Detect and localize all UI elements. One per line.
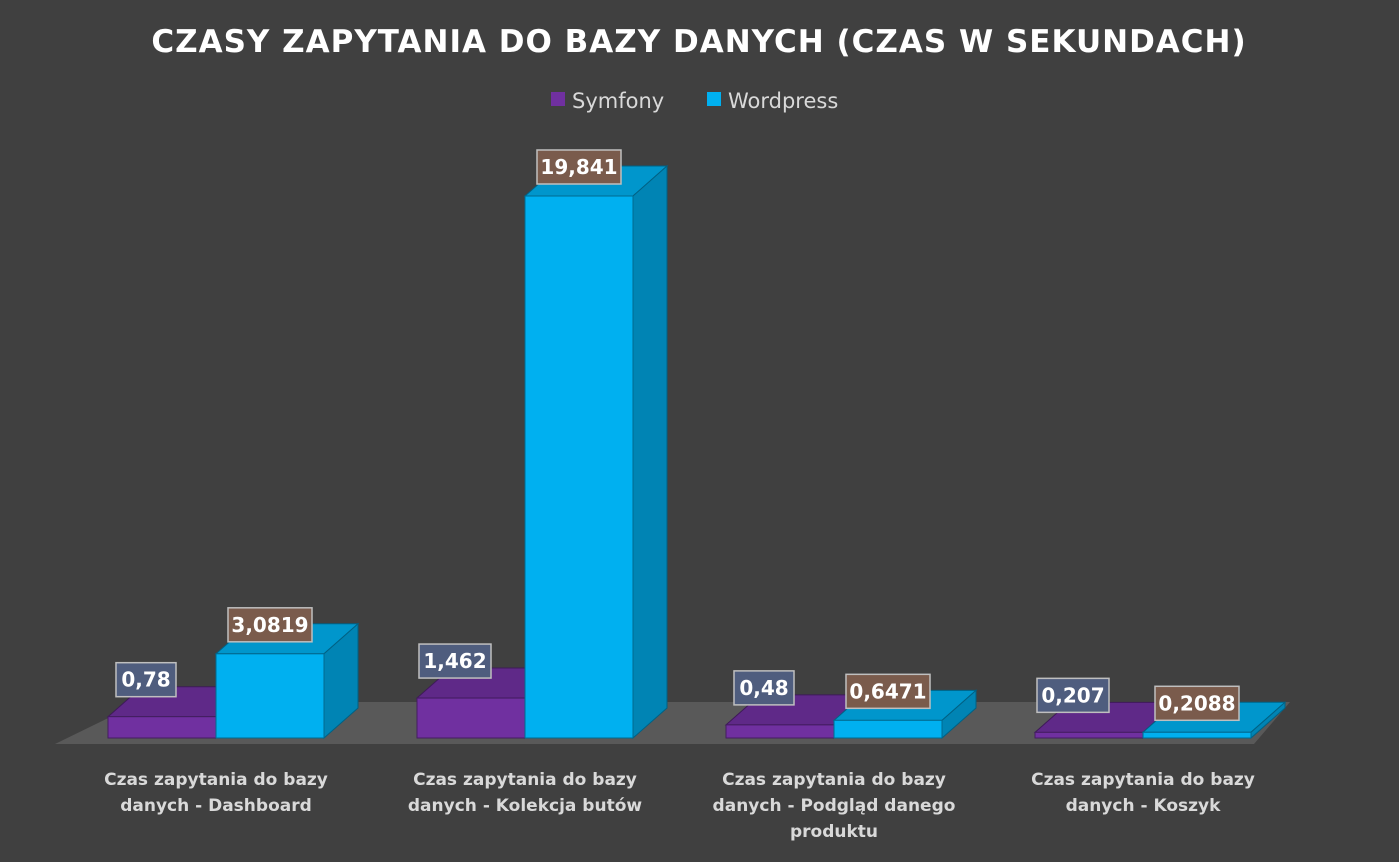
category-label-line: Czas zapytania do bazy [1031, 770, 1255, 790]
category-label-line: Czas zapytania do bazy [413, 770, 637, 790]
category-label-line: Czas zapytania do bazy [104, 770, 328, 790]
legend-swatch-symfony [551, 92, 565, 106]
data-label-box [418, 643, 492, 679]
category-labels: Czas zapytania do bazy danych - Dashboard… [104, 770, 1255, 842]
bars [106, 164, 1287, 740]
data-label-box [227, 607, 313, 643]
bar-wordpress-2 [523, 164, 669, 740]
bar-front-face [1034, 731, 1144, 739]
chart-title: CZASY ZAPYTANIA DO BAZY DANYCH (CZAS W S… [151, 24, 1246, 60]
data-label-wordpress-2: 19,841 [536, 149, 622, 185]
bar-front-face [1142, 731, 1252, 739]
data-label-wordpress-4: 0,2088 [1154, 685, 1240, 722]
data-label-symfony-3: 0,48 [733, 670, 795, 706]
data-label-text: 0,78 [121, 668, 170, 692]
legend-label-symfony: Symfony [572, 89, 664, 113]
legend: Symfony Wordpress [551, 89, 838, 113]
data-label-box [733, 670, 795, 706]
floor-plane [55, 702, 1290, 744]
data-label-text: 0,48 [739, 676, 788, 700]
data-label-box [115, 661, 177, 698]
data-label-symfony-1: 0,78 [115, 661, 177, 698]
legend-label-wordpress: Wordpress [728, 89, 838, 113]
bar-front-face [107, 716, 217, 739]
category-label-line: danych - Dashboard [120, 796, 312, 816]
data-label-text: 1,462 [423, 649, 486, 673]
category-label-line: danych - Koszyk [1066, 796, 1222, 816]
data-label-text: 19,841 [540, 155, 617, 179]
data-label-wordpress-1: 3,0819 [227, 607, 313, 643]
bar-front-face [416, 697, 526, 739]
chart-floor [55, 702, 1290, 744]
category-label-1: Czas zapytania do bazy danych - Dashboard [104, 770, 328, 816]
bar-front-face [215, 653, 325, 739]
data-label-box [1036, 677, 1110, 714]
data-label-text: 0,2088 [1158, 691, 1235, 715]
data-label-box [536, 149, 622, 185]
data-label-text: 0,6471 [849, 679, 926, 703]
category-label-3: Czas zapytania do bazy danych - Podgląd d… [713, 770, 956, 842]
data-label-text: 3,0819 [231, 613, 308, 637]
legend-swatch-wordpress [707, 92, 721, 106]
data-label-box [845, 673, 931, 710]
data-label-box [1154, 685, 1240, 722]
category-label-line: danych - Kolekcja butów [408, 796, 642, 816]
data-labels: 0,78 3,0819 1,462 19,841 0,48 0,6471 0,207 0,20… [115, 149, 1240, 722]
data-label-symfony-4: 0,207 [1036, 677, 1110, 714]
bar-side-face [632, 164, 668, 740]
category-label-4: Czas zapytania do bazy danych - Koszyk [1031, 770, 1255, 816]
category-label-2: Czas zapytania do bazy danych - Kolekcja … [408, 770, 642, 816]
data-label-wordpress-3: 0,6471 [845, 673, 931, 710]
data-label-symfony-2: 1,462 [418, 643, 492, 679]
bar-front-face [524, 195, 634, 739]
data-label-text: 0,207 [1041, 683, 1104, 707]
category-label-line: Czas zapytania do bazy [722, 770, 946, 790]
bar-front-face [725, 724, 835, 739]
category-label-line: produktu [790, 822, 878, 842]
category-label-line: danych - Podgląd danego [713, 796, 956, 816]
bar-front-face [833, 719, 943, 739]
